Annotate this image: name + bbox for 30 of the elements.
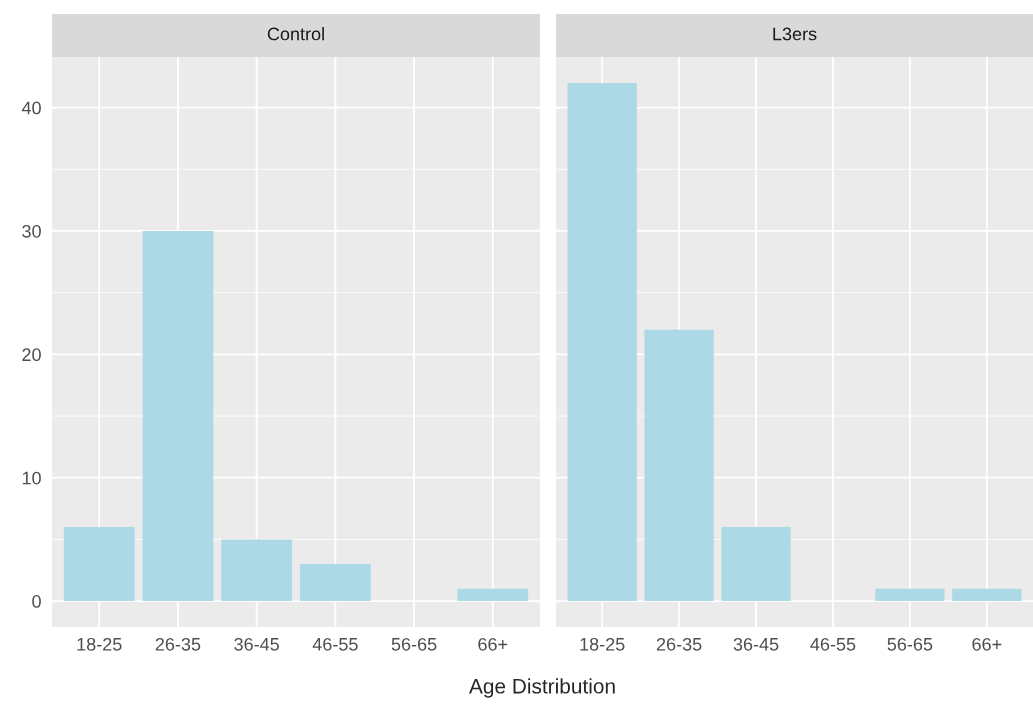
bar [63, 527, 135, 602]
y-tick-label: 0 [32, 595, 41, 608]
chart-title: L3ers [773, 27, 817, 41]
y-tick-label: 10 [22, 471, 41, 485]
bar [299, 564, 371, 602]
bar [142, 230, 214, 602]
y-tick-label: 40 [21, 101, 41, 115]
y-tick-label: 30 [22, 224, 41, 238]
bar [875, 588, 945, 602]
bar [221, 539, 293, 602]
x-tick-label: 56-65 [391, 637, 437, 651]
bar [721, 527, 791, 602]
x-tick-label: 36-45 [733, 637, 779, 651]
x-tick-label: 56-65 [887, 637, 933, 651]
x-axis-title: Age Distribution [469, 678, 615, 698]
x-tick-label: 46-55 [810, 637, 856, 651]
bar [567, 82, 637, 602]
chart-title: Control [267, 27, 324, 41]
y-tick-label: 20 [22, 348, 41, 362]
x-tick-label: 36-45 [234, 637, 279, 651]
x-tick-label: 66+ [972, 637, 1002, 651]
bar [952, 588, 1022, 602]
bar [457, 588, 529, 602]
x-tick-label: 18-25 [77, 637, 122, 651]
x-tick-label: 46-55 [312, 637, 358, 651]
bar [644, 329, 714, 602]
x-tick-label: 18-25 [580, 637, 625, 651]
x-tick-label: 26-35 [656, 637, 702, 651]
x-tick-label: 66+ [478, 637, 508, 651]
x-tick-label: 26-35 [155, 637, 201, 651]
